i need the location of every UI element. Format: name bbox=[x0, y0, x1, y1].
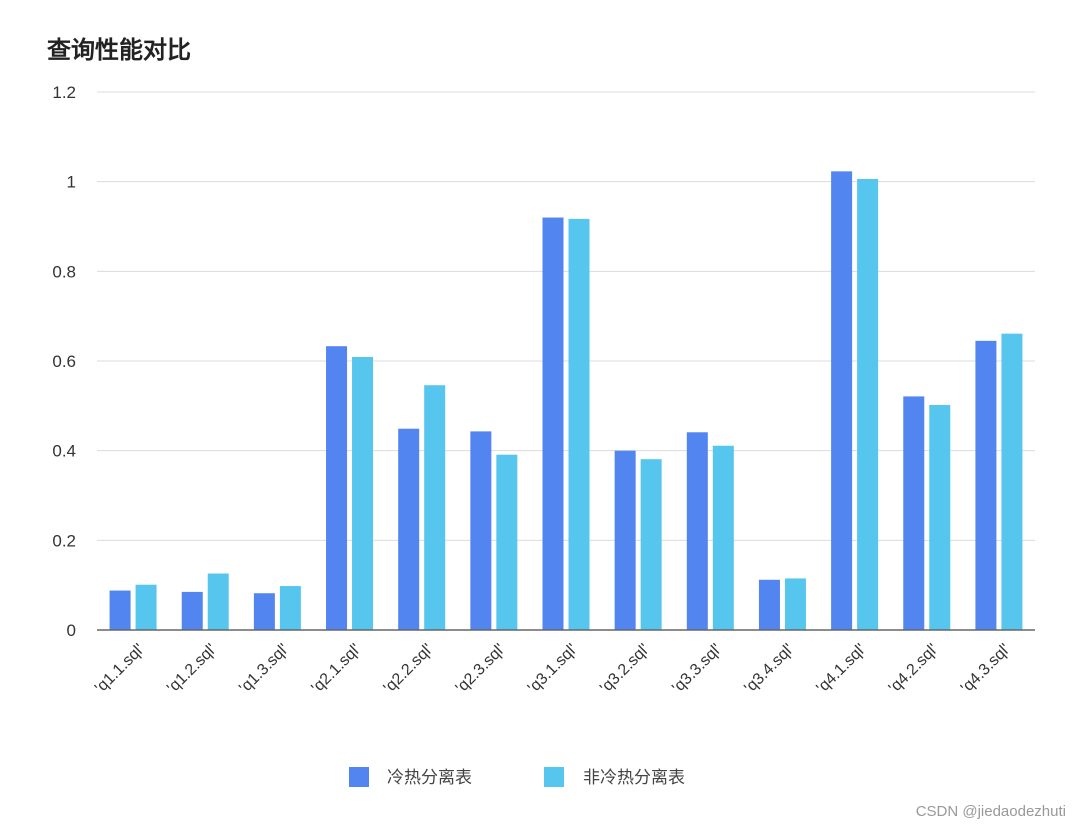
x-tick-label: 'q3.1.sql' bbox=[525, 641, 581, 697]
bar-non-cold-hot[interactable] bbox=[929, 404, 951, 630]
legend-item-non-cold-hot[interactable]: 非冷热分离表 bbox=[544, 767, 685, 788]
x-tick-label: 'q4.1.sql' bbox=[813, 641, 869, 697]
bar-non-cold-hot[interactable] bbox=[640, 459, 662, 630]
bar-non-cold-hot[interactable] bbox=[135, 584, 157, 630]
y-tick-label: 1.2 bbox=[52, 83, 76, 102]
bar-cold-hot[interactable] bbox=[975, 340, 997, 630]
y-axis-ticks: 0 0.2 0.4 0.6 0.8 1 1.2 bbox=[52, 83, 76, 640]
bar-cold-hot[interactable] bbox=[181, 591, 203, 630]
x-tick-label: 'q3.2.sql' bbox=[597, 641, 653, 697]
bar-cold-hot[interactable] bbox=[614, 450, 636, 630]
bar-cold-hot[interactable] bbox=[903, 396, 925, 630]
bar-cold-hot[interactable] bbox=[109, 590, 131, 630]
bar-non-cold-hot[interactable] bbox=[712, 445, 734, 630]
bar-non-cold-hot[interactable] bbox=[424, 385, 446, 630]
y-tick-label: 0 bbox=[67, 621, 76, 640]
grid-lines bbox=[97, 91, 1035, 541]
bar-non-cold-hot[interactable] bbox=[207, 573, 229, 630]
bar-non-cold-hot[interactable] bbox=[857, 178, 879, 630]
bar-cold-hot[interactable] bbox=[253, 593, 275, 630]
x-tick-label: 'q1.2.sql' bbox=[164, 641, 220, 697]
legend-swatch-cold-hot bbox=[349, 767, 369, 787]
y-tick-label: 0.2 bbox=[52, 531, 76, 550]
x-tick-label: 'q1.3.sql' bbox=[236, 641, 292, 697]
bar-non-cold-hot[interactable] bbox=[568, 218, 590, 630]
bar-non-cold-hot[interactable] bbox=[496, 454, 518, 630]
y-tick-label: 0.8 bbox=[52, 262, 76, 281]
bar-cold-hot[interactable] bbox=[686, 432, 708, 630]
bar-cold-hot[interactable] bbox=[758, 579, 780, 630]
bar-cold-hot[interactable] bbox=[470, 431, 492, 630]
y-tick-label: 0.6 bbox=[52, 352, 76, 371]
y-tick-label: 0.4 bbox=[52, 442, 76, 461]
legend-label-cold-hot: 冷热分离表 bbox=[387, 768, 472, 788]
x-axis-ticks: 'q1.1.sql' 'q1.2.sql' 'q1.3.sql' 'q2.1.sql'… bbox=[92, 641, 1014, 697]
bar-cold-hot[interactable] bbox=[326, 346, 348, 630]
legend-item-cold-hot[interactable]: 冷热分离表 bbox=[349, 767, 472, 788]
bar-cold-hot[interactable] bbox=[398, 428, 420, 630]
x-tick-label: 'q3.4.sql' bbox=[741, 641, 797, 697]
bar-cold-hot[interactable] bbox=[831, 171, 853, 631]
x-tick-label: 'q2.1.sql' bbox=[308, 641, 364, 697]
x-tick-label: 'q2.2.sql' bbox=[381, 641, 437, 697]
bar-non-cold-hot[interactable] bbox=[784, 578, 806, 630]
legend: 冷热分离表 非冷热分离表 bbox=[349, 767, 685, 788]
x-tick-label: 'q1.1.sql' bbox=[92, 641, 148, 697]
watermark: CSDN @jiedaodezhuti bbox=[916, 803, 1066, 820]
x-tick-label: 'q3.3.sql' bbox=[669, 641, 725, 697]
x-tick-label: 'q4.2.sql' bbox=[886, 641, 942, 697]
legend-label-non-cold-hot: 非冷热分离表 bbox=[583, 768, 685, 788]
bar-series bbox=[109, 171, 1023, 631]
bar-non-cold-hot[interactable] bbox=[1001, 333, 1023, 630]
chart-title: 查询性能对比 bbox=[47, 36, 191, 64]
bar-cold-hot[interactable] bbox=[542, 217, 564, 631]
x-tick-label: 'q4.3.sql' bbox=[958, 641, 1014, 697]
bar-non-cold-hot[interactable] bbox=[279, 586, 301, 630]
legend-swatch-non-cold-hot bbox=[544, 767, 564, 787]
x-tick-label: 'q2.3.sql' bbox=[453, 641, 509, 697]
bar-non-cold-hot[interactable] bbox=[352, 356, 374, 630]
y-tick-label: 1 bbox=[67, 173, 76, 192]
